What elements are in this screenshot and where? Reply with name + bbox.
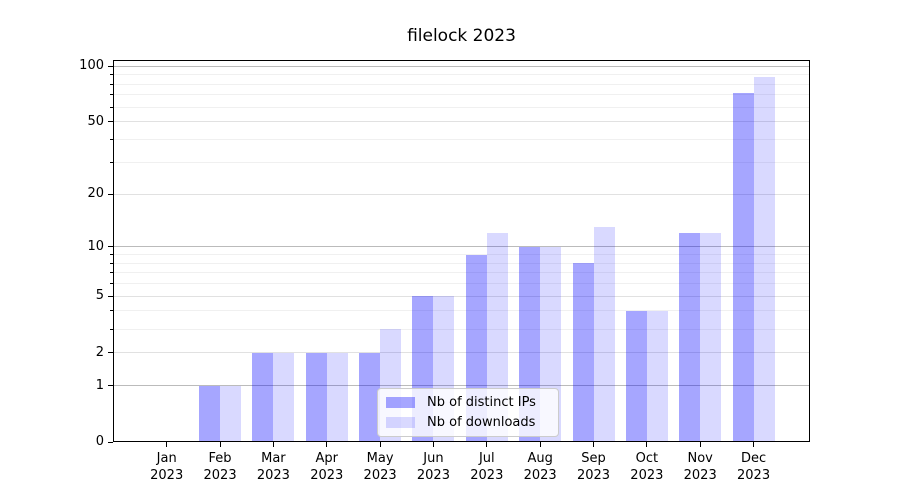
y-tick-label: 0 bbox=[95, 434, 104, 449]
y-minor-tick-mark bbox=[110, 283, 113, 285]
x-tick-label: Mar 2023 bbox=[256, 451, 290, 483]
x-tick-mark bbox=[432, 442, 434, 447]
y-minor-tick-mark bbox=[110, 94, 113, 96]
x-tick-mark bbox=[272, 442, 274, 447]
bar-downloads bbox=[700, 233, 722, 442]
grid-line-major bbox=[113, 65, 810, 67]
x-tick-mark bbox=[166, 442, 168, 447]
x-tick-mark bbox=[753, 442, 755, 447]
bar-distinct-ips bbox=[679, 233, 701, 442]
y-tick-label: 5 bbox=[95, 288, 104, 304]
x-tick-mark bbox=[326, 442, 328, 447]
x-tick-label: Oct 2023 bbox=[630, 451, 664, 483]
x-tick-mark bbox=[379, 442, 381, 447]
grid-line-minor bbox=[113, 94, 810, 96]
y-tick-mark bbox=[108, 121, 113, 123]
x-tick-mark bbox=[699, 442, 701, 447]
bar-distinct-ips bbox=[359, 352, 381, 442]
bar-downloads bbox=[220, 385, 242, 442]
y-minor-tick-mark bbox=[110, 74, 113, 76]
bar-distinct-ips bbox=[625, 310, 647, 442]
x-tick-label: Nov 2023 bbox=[683, 451, 717, 483]
x-tick-label: Jan 2023 bbox=[150, 451, 184, 483]
y-minor-tick-mark bbox=[110, 139, 113, 141]
y-tick-label: 100 bbox=[79, 58, 104, 74]
bar-downloads bbox=[646, 310, 668, 442]
grid-line-major bbox=[113, 246, 810, 248]
y-minor-tick-mark bbox=[110, 310, 113, 312]
legend-item-downloads: Nb of downloads bbox=[386, 413, 550, 433]
y-tick-label: 20 bbox=[87, 186, 104, 202]
x-tick-label: Apr 2023 bbox=[310, 451, 344, 483]
bar-distinct-ips bbox=[572, 263, 594, 442]
legend-label-downloads: Nb of downloads bbox=[427, 414, 536, 430]
x-tick-label: Feb 2023 bbox=[203, 451, 237, 483]
plot-border bbox=[113, 60, 810, 442]
x-tick-label: Sep 2023 bbox=[576, 451, 611, 483]
y-minor-tick-mark bbox=[110, 83, 113, 85]
grid-line-minor bbox=[113, 283, 810, 285]
x-tick-label: Aug 2023 bbox=[523, 451, 557, 483]
y-tick-mark bbox=[108, 352, 113, 354]
grid-line-minor bbox=[113, 328, 810, 330]
grid-line-minor bbox=[113, 310, 810, 312]
chart-title: filelock 2023 bbox=[407, 26, 516, 46]
grid-line-major bbox=[113, 295, 810, 297]
y-minor-tick-mark bbox=[110, 254, 113, 255]
y-tick-mark bbox=[108, 441, 113, 443]
x-tick-mark bbox=[646, 442, 648, 447]
x-tick-mark bbox=[593, 442, 594, 447]
x-tick-mark bbox=[486, 442, 488, 447]
grid-line-minor bbox=[113, 161, 810, 163]
grid-line-minor bbox=[113, 83, 810, 85]
y-minor-tick-mark bbox=[110, 272, 113, 274]
y-tick-mark bbox=[108, 385, 113, 387]
x-tick-label: Jun 2023 bbox=[416, 451, 450, 483]
y-minor-tick-mark bbox=[110, 328, 113, 330]
x-tick-label: May 2023 bbox=[363, 451, 397, 483]
x-tick-label: Dec 2023 bbox=[737, 451, 771, 483]
y-minor-tick-mark bbox=[110, 106, 113, 108]
grid-line-major bbox=[113, 193, 810, 195]
y-tick-mark bbox=[108, 295, 113, 297]
y-tick-mark bbox=[108, 193, 113, 195]
bar-distinct-ips bbox=[199, 385, 221, 442]
x-tick-label: Jul 2023 bbox=[470, 451, 504, 483]
bar-downloads bbox=[593, 227, 615, 442]
y-tick-mark bbox=[108, 65, 113, 67]
y-tick-label: 2 bbox=[95, 344, 104, 360]
bar-downloads bbox=[326, 352, 348, 442]
grid-line-minor bbox=[113, 272, 810, 274]
legend-item-distinct-ips: Nb of distinct IPs bbox=[386, 393, 550, 413]
y-tick-label: 10 bbox=[87, 238, 104, 254]
grid-line-major bbox=[113, 121, 810, 123]
x-tick-mark bbox=[539, 442, 541, 447]
y-tick-mark bbox=[108, 246, 113, 248]
y-tick-label: 1 bbox=[95, 377, 104, 393]
legend-label-distinct-ips: Nb of distinct IPs bbox=[427, 395, 536, 411]
grid-line-minor bbox=[113, 262, 810, 264]
y-minor-tick-mark bbox=[110, 262, 113, 264]
grid-line-minor bbox=[113, 254, 810, 255]
grid-line-minor bbox=[113, 74, 810, 76]
grid-line-minor bbox=[113, 139, 810, 141]
y-tick-label: 50 bbox=[87, 113, 104, 129]
bar-distinct-ips bbox=[252, 352, 274, 442]
legend-swatch-distinct-ips bbox=[386, 397, 415, 409]
legend: Nb of distinct IPs Nb of downloads bbox=[377, 388, 559, 437]
bar-distinct-ips bbox=[305, 352, 327, 442]
bar-downloads bbox=[273, 352, 295, 442]
grid-line-major bbox=[113, 352, 810, 354]
grid-line-minor bbox=[113, 106, 810, 108]
grid-line-major bbox=[113, 385, 810, 387]
y-minor-tick-mark bbox=[110, 161, 113, 163]
legend-swatch-downloads bbox=[386, 416, 415, 428]
x-tick-mark bbox=[219, 442, 221, 447]
bar-downloads bbox=[753, 77, 775, 442]
bar-distinct-ips bbox=[732, 92, 754, 442]
